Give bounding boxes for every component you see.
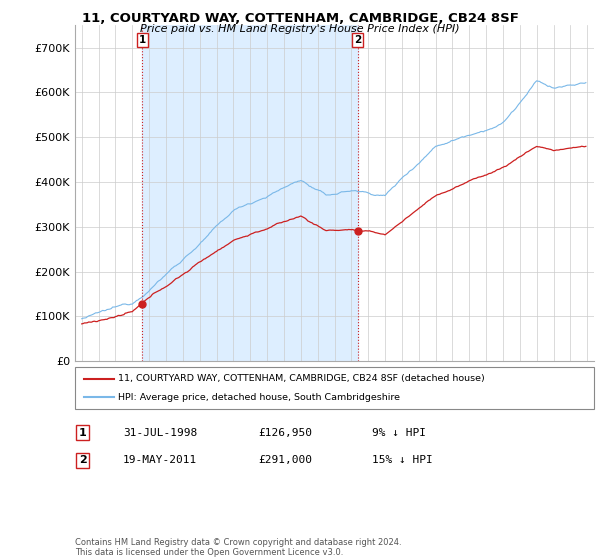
Text: 11, COURTYARD WAY, COTTENHAM, CAMBRIDGE, CB24 8SF: 11, COURTYARD WAY, COTTENHAM, CAMBRIDGE,… <box>82 12 518 25</box>
Text: Contains HM Land Registry data © Crown copyright and database right 2024.
This d: Contains HM Land Registry data © Crown c… <box>75 538 401 557</box>
Text: 1: 1 <box>139 35 146 45</box>
Text: 9% ↓ HPI: 9% ↓ HPI <box>372 428 426 438</box>
Text: Price paid vs. HM Land Registry's House Price Index (HPI): Price paid vs. HM Land Registry's House … <box>140 24 460 34</box>
Text: 2: 2 <box>354 35 361 45</box>
Text: 2: 2 <box>79 455 86 465</box>
Text: £126,950: £126,950 <box>258 428 312 438</box>
Text: 1: 1 <box>79 428 86 438</box>
Text: 19-MAY-2011: 19-MAY-2011 <box>123 455 197 465</box>
Text: £291,000: £291,000 <box>258 455 312 465</box>
Text: HPI: Average price, detached house, South Cambridgeshire: HPI: Average price, detached house, Sout… <box>118 393 400 402</box>
Text: 15% ↓ HPI: 15% ↓ HPI <box>372 455 433 465</box>
Text: 31-JUL-1998: 31-JUL-1998 <box>123 428 197 438</box>
Text: 11, COURTYARD WAY, COTTENHAM, CAMBRIDGE, CB24 8SF (detached house): 11, COURTYARD WAY, COTTENHAM, CAMBRIDGE,… <box>118 374 485 383</box>
Bar <box>142 25 358 361</box>
